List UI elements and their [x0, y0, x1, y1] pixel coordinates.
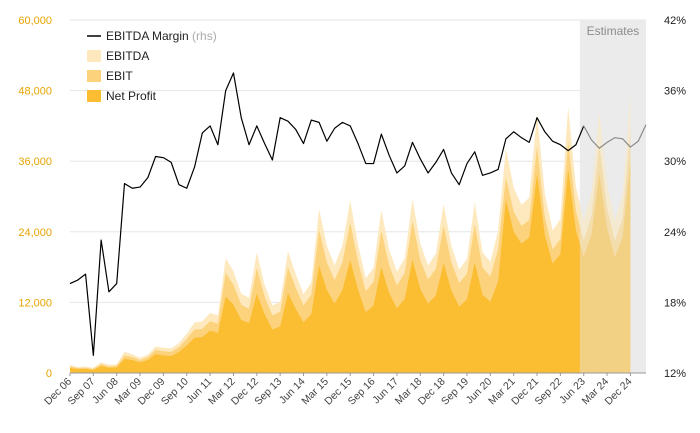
left-tick-label: 60,000: [18, 15, 52, 27]
area-series: [70, 94, 631, 373]
area-net-profit: [70, 160, 631, 373]
legend-item-ebit: EBIT: [87, 69, 133, 83]
legend-label-net-profit: Net Profit: [106, 89, 157, 103]
line-series: [69, 72, 647, 356]
right-tick-label: 30%: [664, 156, 686, 168]
left-tick-label: 0: [46, 368, 52, 380]
right-axis-ticks: 12% 18% 24% 30% 36% 42%: [664, 15, 686, 380]
right-tick-label: 36%: [664, 86, 686, 98]
legend: EBITDA Margin (rhs) EBITDA EBIT Net Prof…: [87, 29, 217, 103]
right-tick-label: 12%: [664, 368, 686, 380]
estimates-fade: [579, 20, 646, 373]
estimates-overlay: [579, 20, 646, 373]
legend-swatch-ebit: [87, 70, 101, 82]
estimates-label: Estimates: [587, 24, 640, 38]
left-tick-label: 36,000: [18, 156, 52, 168]
legend-item-ebitda: EBITDA: [87, 49, 149, 63]
left-axis-ticks: 0 12,000 24,000 36,000 48,000 60,000: [18, 15, 52, 380]
left-tick-label: 24,000: [18, 227, 52, 239]
legend-label-ebitda: EBITDA: [106, 49, 149, 63]
right-tick-label: 18%: [664, 297, 686, 309]
line-ebitda-margin: [69, 72, 585, 356]
left-tick-label: 48,000: [18, 86, 52, 98]
legend-label-ebit: EBIT: [106, 69, 133, 83]
svg-text:EBITDA Margin (rhs): EBITDA Margin (rhs): [106, 29, 217, 43]
legend-label-ebitda-margin: EBITDA Margin: [106, 29, 189, 43]
legend-swatch-ebitda: [87, 50, 101, 62]
legend-swatch-net-profit: [87, 90, 101, 102]
right-tick-label: 42%: [664, 15, 686, 27]
legend-item-ebitda-margin: EBITDA Margin (rhs): [87, 29, 217, 43]
left-tick-label: 12,000: [18, 297, 52, 309]
right-tick-label: 24%: [664, 227, 686, 239]
legend-item-net-profit: Net Profit: [87, 89, 157, 103]
legend-label-rhs: (rhs): [192, 29, 217, 43]
line-ebitda-margin-estimates: [583, 124, 647, 149]
